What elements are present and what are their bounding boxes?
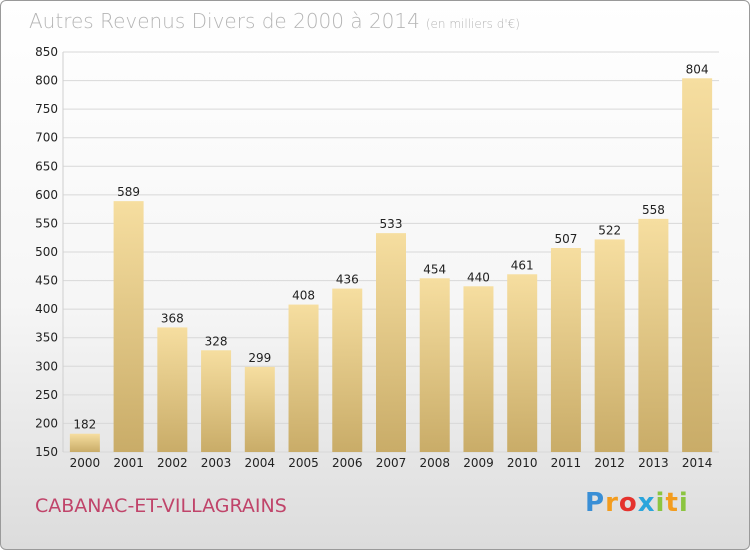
y-tick-label: 400 [35, 302, 58, 316]
bars [69, 78, 713, 453]
bar [201, 350, 232, 452]
data-label: 558 [642, 203, 665, 217]
logo-letter: i [678, 488, 689, 518]
y-tick-label: 700 [35, 131, 58, 145]
x-tick-label: 2007 [376, 456, 407, 470]
x-tick-label: 2003 [201, 456, 232, 470]
y-tick-label: 250 [35, 388, 58, 402]
bar [288, 304, 319, 452]
x-tick-label: 2004 [245, 456, 276, 470]
proxiti-logo: Proxiti [585, 488, 689, 518]
y-tick-label: 650 [35, 159, 58, 173]
y-tick-label: 300 [35, 359, 58, 373]
x-tick-label: 2014 [682, 456, 713, 470]
chart-title-text: Autres Revenus Divers de 2000 à 2014 [29, 9, 420, 33]
data-label: 804 [686, 62, 709, 76]
commune-name: CABANAC-ET-VILLAGRAINS [35, 495, 287, 517]
x-tick-label: 2006 [332, 456, 363, 470]
bar [157, 327, 188, 452]
data-label: 408 [292, 289, 315, 303]
y-tick-label: 150 [35, 445, 58, 459]
x-tick-label: 2008 [419, 456, 450, 470]
y-tick-label: 500 [35, 245, 58, 259]
data-label: 368 [161, 311, 184, 325]
bar [113, 201, 144, 452]
data-label: 299 [248, 351, 271, 365]
bar [376, 233, 406, 452]
y-tick-label: 450 [35, 274, 58, 288]
data-label: 589 [117, 185, 140, 199]
logo-letter: r [605, 488, 619, 518]
bar [244, 366, 275, 452]
y-tick-label: 800 [35, 74, 58, 88]
y-tick-label: 600 [35, 188, 58, 202]
data-label: 328 [205, 334, 228, 348]
data-label: 522 [598, 223, 621, 237]
logo-letter: P [585, 488, 606, 518]
data-label: 440 [467, 270, 490, 284]
y-tick-label: 200 [35, 416, 58, 430]
bar [69, 433, 100, 452]
x-tick-label: 2010 [507, 456, 538, 470]
x-tick-label: 2011 [551, 456, 582, 470]
data-label: 454 [423, 262, 446, 276]
bar [463, 286, 494, 452]
chart-title: Autres Revenus Divers de 2000 à 2014 (en … [29, 9, 520, 33]
bar [594, 239, 625, 452]
bar [682, 78, 713, 453]
bar [419, 278, 450, 452]
chart-subtitle: (en milliers d'€) [425, 17, 520, 31]
bar [507, 274, 538, 452]
x-tick-label: 2001 [113, 456, 144, 470]
logo-letter: x [637, 488, 656, 518]
x-tick-label: 2013 [638, 456, 669, 470]
data-label: 533 [380, 217, 403, 231]
x-tick-label: 2005 [288, 456, 319, 470]
data-label: 461 [511, 258, 534, 272]
logo-letter: t [665, 488, 679, 518]
bar [332, 288, 363, 452]
y-tick-label: 350 [35, 331, 58, 345]
data-label: 507 [554, 232, 577, 246]
x-tick-label: 2009 [463, 456, 494, 470]
y-tick-label: 750 [35, 102, 58, 116]
x-tick-label: 2002 [157, 456, 188, 470]
axes: 150 200 250 300 350 400 450 500 550 600 650 700 750 8… [35, 45, 712, 470]
logo-letter: o [618, 488, 638, 518]
x-tick-label: 2000 [70, 456, 101, 470]
logo-letter: i [655, 488, 666, 518]
y-tick-label: 850 [35, 45, 58, 59]
bar [550, 248, 581, 452]
y-tick-label: 550 [35, 216, 58, 230]
data-label: 436 [336, 273, 359, 287]
x-tick-label: 2012 [594, 456, 625, 470]
bar [638, 218, 669, 452]
data-label: 182 [73, 418, 96, 432]
